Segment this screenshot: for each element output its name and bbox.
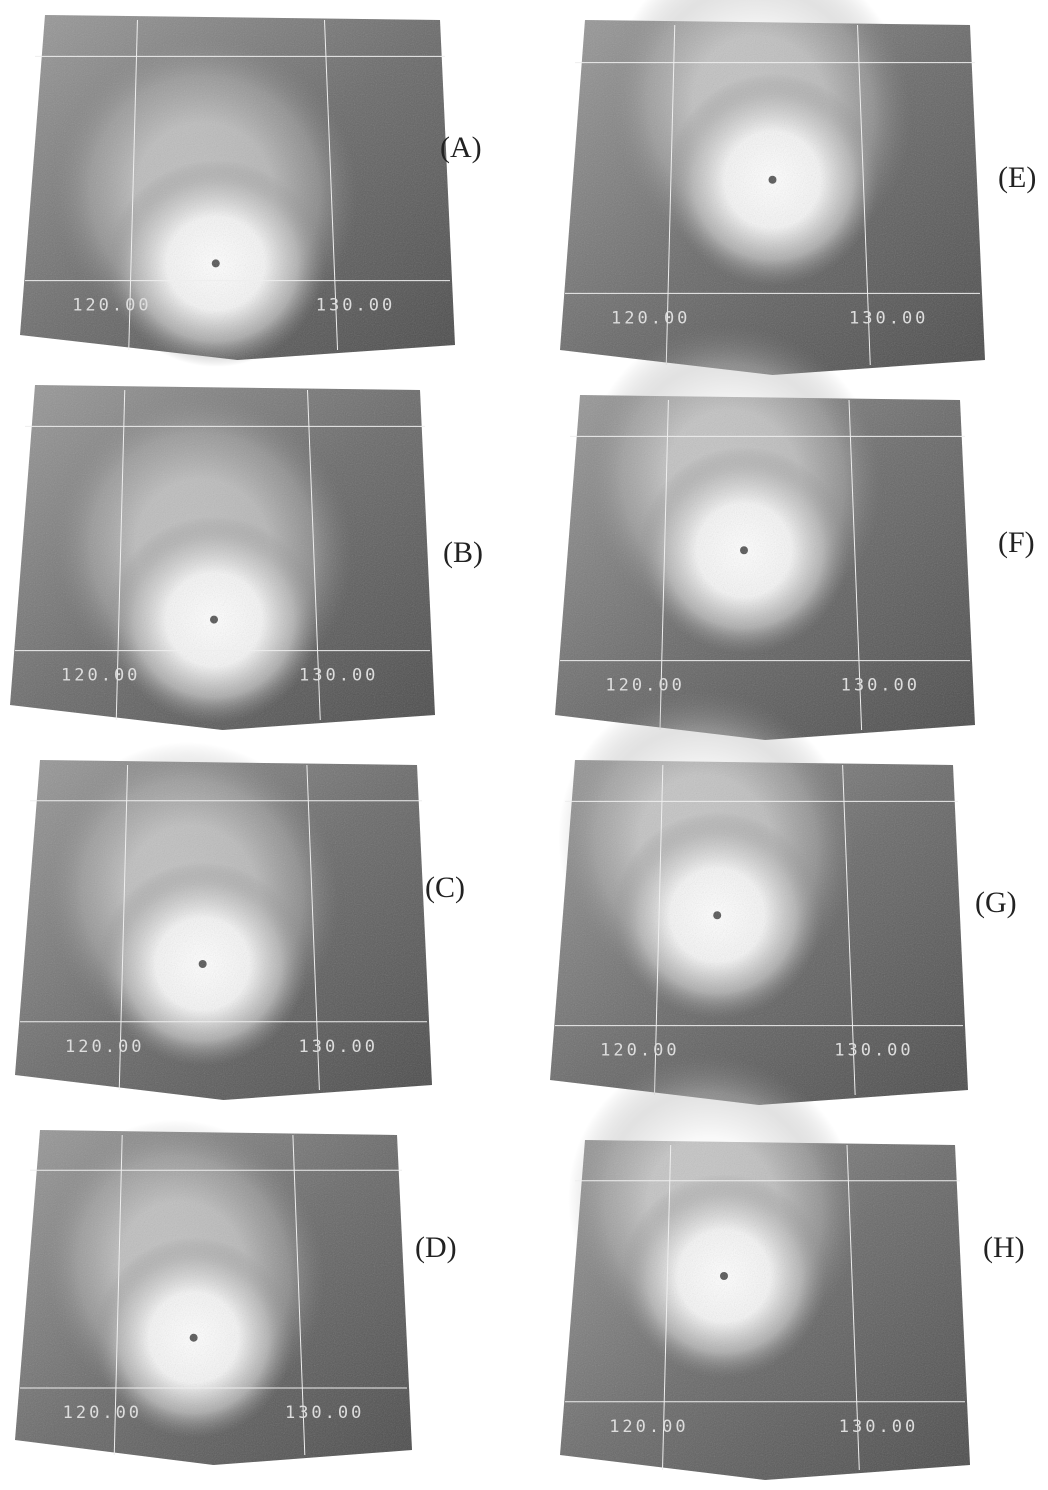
satellite-panel: 120.00 130.00 (A) [1, 0, 482, 397]
panel-label: (G) [975, 886, 1017, 919]
lon-label: 130.00 [834, 1041, 913, 1061]
panel-label: (F) [998, 526, 1035, 559]
lon-label: 130.00 [841, 676, 920, 696]
panel-label: (D) [415, 1231, 457, 1264]
lon-label: 120.00 [61, 666, 140, 686]
panel-label: (H) [983, 1231, 1025, 1264]
satellite-panel: 120.00 130.00 (E) [558, 0, 1036, 375]
lon-label: 120.00 [72, 296, 151, 316]
panel-label: (B) [443, 536, 483, 569]
lon-label: 130.00 [285, 1403, 364, 1423]
figure: 120.00 130.00 (A) 120.00 130.00 (B) 120.00 130.… [0, 0, 1048, 1490]
lon-label: 120.00 [609, 1417, 688, 1437]
lon-label: 120.00 [63, 1403, 142, 1423]
lon-label: 130.00 [839, 1417, 918, 1437]
lon-label: 130.00 [849, 308, 928, 328]
lon-label: 120.00 [605, 676, 684, 696]
panel-label: (E) [998, 161, 1036, 194]
satellite-panel: 120.00 130.00 (D) [0, 1073, 457, 1465]
lon-label: 120.00 [611, 308, 690, 328]
lon-label: 130.00 [299, 1037, 378, 1057]
panel-label: (A) [440, 131, 482, 164]
lon-label: 120.00 [65, 1037, 144, 1057]
satellite-panel: 120.00 130.00 (C) [0, 694, 465, 1100]
panel-label: (C) [425, 871, 465, 904]
satellite-panel: 120.00 130.00 (B) [3, 345, 483, 752]
lon-label: 130.00 [299, 666, 378, 686]
lon-label: 130.00 [316, 296, 395, 316]
lon-label: 120.00 [600, 1041, 679, 1061]
